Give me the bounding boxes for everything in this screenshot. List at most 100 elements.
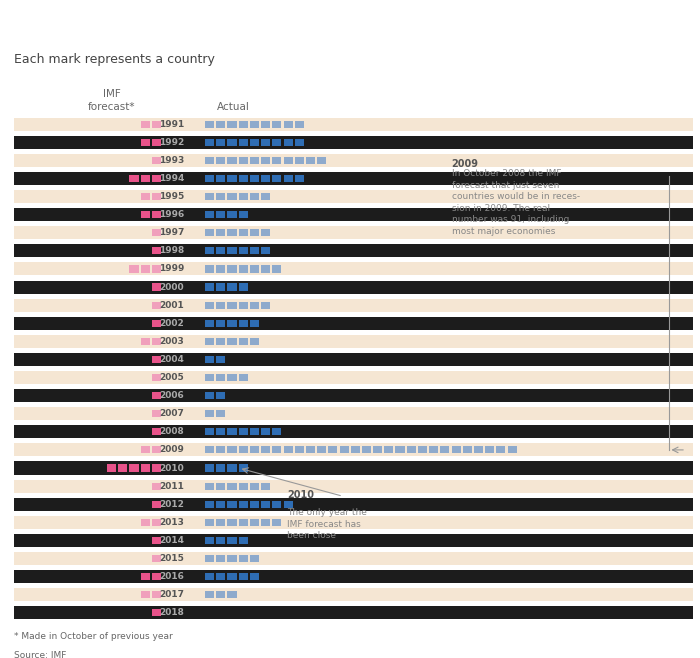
- Bar: [14, 570, 693, 583]
- Bar: [250, 175, 259, 182]
- Bar: [272, 501, 281, 508]
- Bar: [216, 537, 225, 544]
- Bar: [14, 443, 693, 457]
- Bar: [205, 356, 214, 363]
- Bar: [205, 265, 214, 272]
- Bar: [328, 446, 337, 453]
- Bar: [228, 247, 237, 255]
- Bar: [216, 193, 225, 200]
- Bar: [14, 226, 693, 240]
- Bar: [152, 338, 161, 345]
- Bar: [228, 120, 237, 128]
- Text: 2005: 2005: [159, 373, 184, 382]
- Bar: [284, 139, 293, 146]
- Bar: [205, 247, 214, 255]
- Bar: [216, 338, 225, 345]
- Bar: [14, 316, 693, 330]
- Bar: [216, 175, 225, 182]
- Text: 1997: 1997: [159, 228, 184, 238]
- Bar: [239, 555, 248, 562]
- Bar: [141, 446, 150, 453]
- Bar: [228, 501, 237, 508]
- Bar: [228, 555, 237, 562]
- Bar: [205, 482, 214, 490]
- Bar: [130, 175, 139, 182]
- Bar: [152, 374, 161, 381]
- Bar: [250, 446, 259, 453]
- Bar: [250, 193, 259, 200]
- Bar: [141, 338, 150, 345]
- Text: 2016: 2016: [159, 572, 184, 581]
- Bar: [239, 265, 248, 272]
- Bar: [216, 465, 225, 472]
- Bar: [239, 482, 248, 490]
- Bar: [152, 465, 161, 472]
- Bar: [152, 229, 161, 236]
- Bar: [239, 446, 248, 453]
- Bar: [228, 265, 237, 272]
- Bar: [152, 247, 161, 255]
- Bar: [14, 552, 693, 565]
- Bar: [239, 537, 248, 544]
- Text: Actual: Actual: [217, 102, 250, 112]
- Bar: [474, 446, 483, 453]
- Text: 1991: 1991: [159, 120, 184, 129]
- Bar: [216, 139, 225, 146]
- Bar: [141, 573, 150, 580]
- Text: 2008: 2008: [159, 427, 184, 436]
- Bar: [239, 338, 248, 345]
- Bar: [272, 139, 281, 146]
- Bar: [496, 446, 505, 453]
- Bar: [228, 519, 237, 526]
- Bar: [14, 606, 693, 619]
- Bar: [284, 501, 293, 508]
- Bar: [205, 573, 214, 580]
- Bar: [14, 335, 693, 348]
- Bar: [14, 263, 693, 276]
- Bar: [452, 446, 461, 453]
- Bar: [205, 410, 214, 417]
- Bar: [152, 175, 161, 182]
- Bar: [205, 193, 214, 200]
- Bar: [250, 139, 259, 146]
- Bar: [228, 320, 237, 327]
- Text: 1999: 1999: [159, 265, 184, 274]
- Bar: [261, 193, 270, 200]
- Bar: [216, 211, 225, 218]
- Bar: [205, 284, 214, 291]
- Bar: [261, 139, 270, 146]
- Bar: [216, 247, 225, 255]
- Text: 2002: 2002: [159, 318, 184, 328]
- Text: 2012: 2012: [159, 499, 184, 509]
- Bar: [205, 211, 214, 218]
- Bar: [14, 244, 693, 257]
- Bar: [340, 446, 349, 453]
- Bar: [152, 482, 161, 490]
- Bar: [485, 446, 494, 453]
- Bar: [205, 229, 214, 236]
- Text: IMF
forecast*: IMF forecast*: [88, 89, 136, 112]
- Bar: [14, 299, 693, 312]
- Bar: [152, 446, 161, 453]
- Bar: [228, 175, 237, 182]
- Bar: [250, 519, 259, 526]
- Bar: [228, 537, 237, 544]
- Bar: [239, 501, 248, 508]
- Bar: [250, 320, 259, 327]
- Bar: [14, 480, 693, 493]
- Bar: [205, 301, 214, 309]
- Text: 1993: 1993: [159, 156, 184, 165]
- Text: Source: IMF: Source: IMF: [14, 651, 66, 658]
- Bar: [216, 374, 225, 381]
- Bar: [250, 301, 259, 309]
- Text: 2009: 2009: [452, 159, 479, 170]
- Bar: [272, 157, 281, 164]
- Bar: [205, 446, 214, 453]
- Bar: [261, 482, 270, 490]
- Bar: [295, 157, 304, 164]
- Bar: [141, 591, 150, 598]
- Bar: [216, 392, 225, 399]
- Bar: [239, 519, 248, 526]
- Bar: [14, 172, 693, 185]
- Bar: [272, 446, 281, 453]
